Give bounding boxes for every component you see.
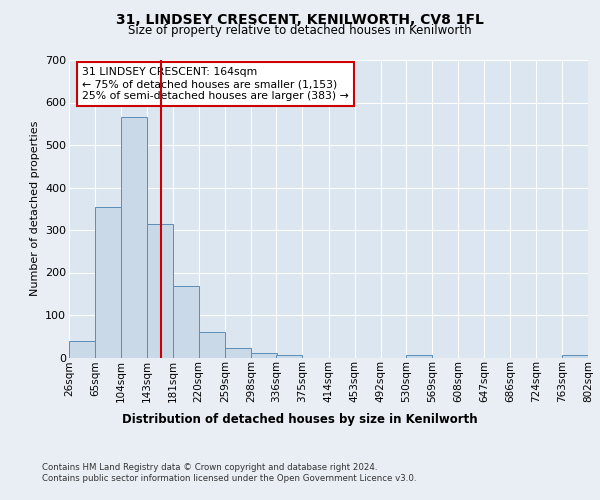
Text: Distribution of detached houses by size in Kenilworth: Distribution of detached houses by size …: [122, 412, 478, 426]
Bar: [121, 118, 147, 358]
Bar: [277, 356, 302, 358]
Bar: [225, 348, 251, 358]
Bar: [562, 356, 588, 358]
Text: Size of property relative to detached houses in Kenilworth: Size of property relative to detached ho…: [128, 24, 472, 37]
Y-axis label: Number of detached properties: Number of detached properties: [29, 121, 40, 296]
Text: Contains HM Land Registry data © Crown copyright and database right 2024.: Contains HM Land Registry data © Crown c…: [42, 462, 377, 471]
Text: Contains public sector information licensed under the Open Government Licence v3: Contains public sector information licen…: [42, 474, 416, 483]
Bar: [69, 340, 95, 357]
Bar: [95, 206, 121, 358]
Bar: [406, 356, 432, 358]
Bar: [147, 224, 173, 358]
Bar: [199, 332, 225, 357]
Text: 31 LINDSEY CRESCENT: 164sqm
← 75% of detached houses are smaller (1,153)
25% of : 31 LINDSEY CRESCENT: 164sqm ← 75% of det…: [82, 68, 349, 100]
Bar: [173, 286, 199, 358]
Bar: [251, 353, 277, 358]
Text: 31, LINDSEY CRESCENT, KENILWORTH, CV8 1FL: 31, LINDSEY CRESCENT, KENILWORTH, CV8 1F…: [116, 12, 484, 26]
